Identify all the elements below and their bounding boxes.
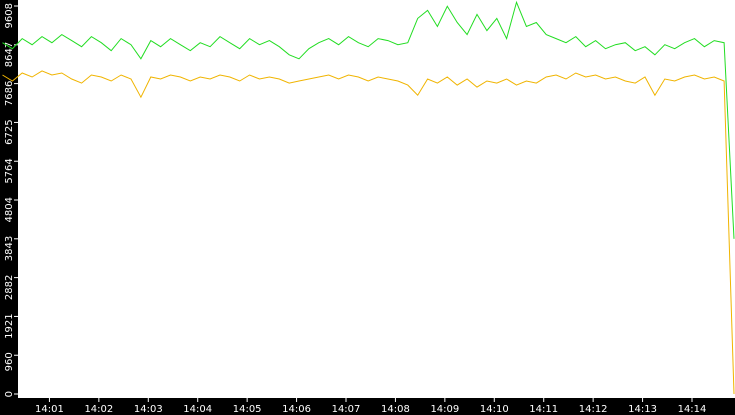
x-tick-label: 14:02: [84, 404, 113, 415]
y-tick-label: 960: [4, 352, 15, 371]
y-tick-label: 9608: [4, 3, 15, 28]
y-tick-label: 4804: [4, 197, 15, 222]
x-tick-label: 14:14: [678, 404, 707, 415]
x-tick-label: 14:03: [134, 404, 163, 415]
x-tick-label: 14:10: [480, 404, 509, 415]
x-tick-label: 14:01: [35, 404, 64, 415]
y-tick-label: 1921: [4, 313, 15, 338]
x-tick-label: 14:04: [183, 404, 212, 415]
series-line: [2, 0, 735, 239]
y-axis-band: [0, 0, 18, 415]
x-axis-band: [0, 398, 735, 415]
y-tick-label: 3843: [4, 236, 15, 261]
x-tick-label: 14:06: [282, 404, 311, 415]
series-line: [2, 70, 735, 395]
y-tick-label: 8647: [4, 42, 15, 67]
x-tick-label: 14:12: [579, 404, 608, 415]
y-tick-label: 6725: [4, 119, 15, 144]
x-tick-label: 14:11: [529, 404, 558, 415]
x-tick-label: 14:09: [430, 404, 459, 415]
x-tick-label: 14:07: [332, 404, 361, 415]
y-tick-label: 7686: [4, 81, 15, 106]
x-tick-label: 14:05: [233, 404, 262, 415]
y-tick-label: 2882: [4, 275, 15, 300]
x-tick-label: 14:13: [628, 404, 657, 415]
x-tick-label: 14:08: [381, 404, 410, 415]
y-tick-label: 0: [4, 391, 15, 397]
y-tick-label: 5764: [4, 158, 15, 183]
